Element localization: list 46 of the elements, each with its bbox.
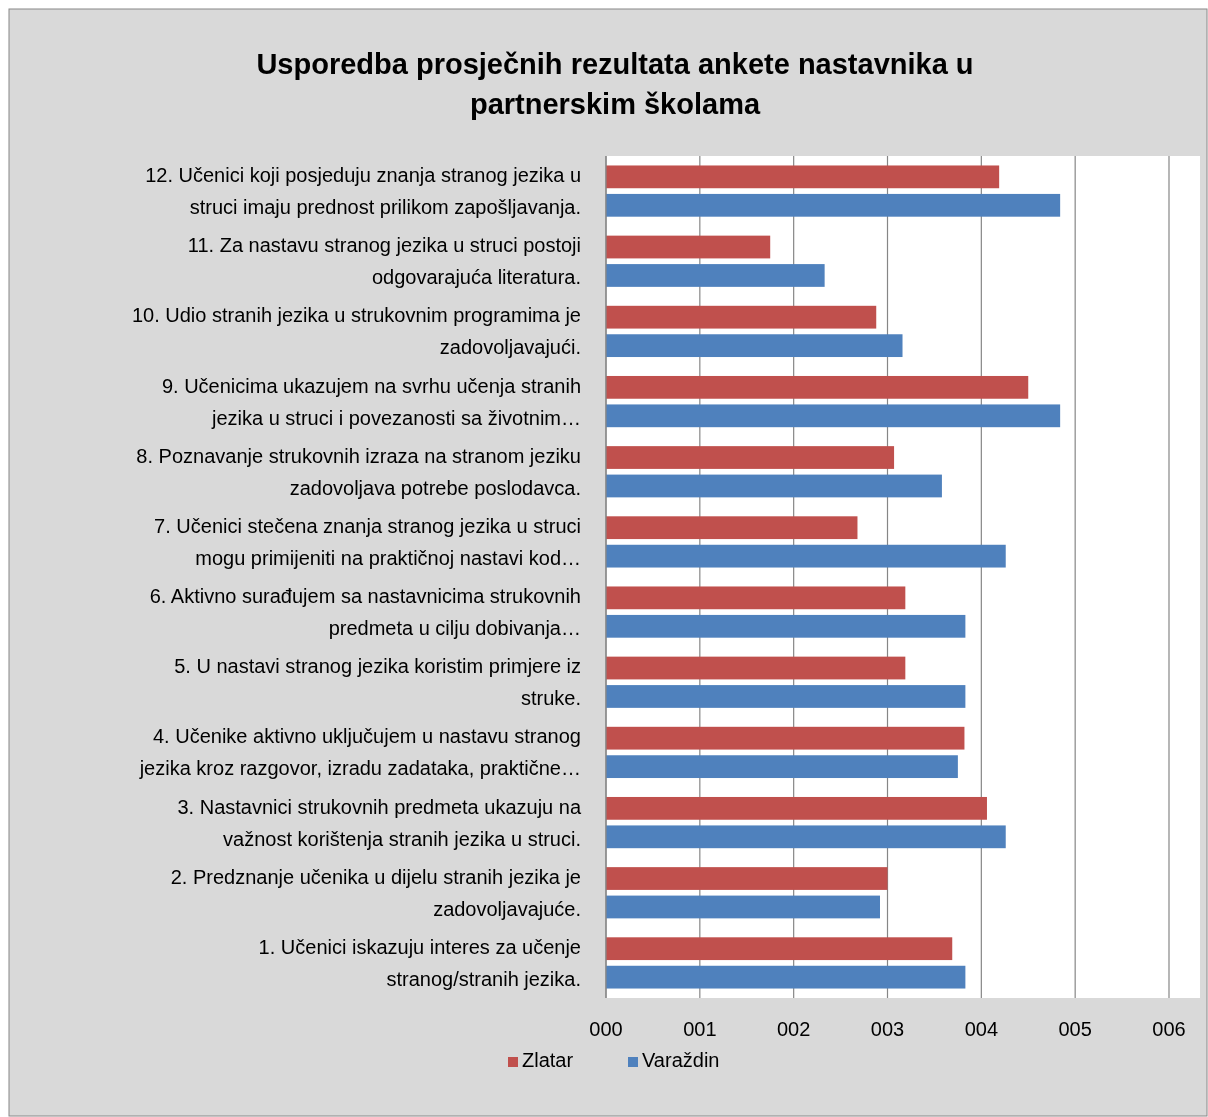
bar — [606, 895, 880, 919]
y-tick-label: 4. Učenike aktivno uključujem u nastavu stranog jezika kroz razgovor, izradu zadataka, praktične… — [138, 725, 581, 780]
bar — [606, 726, 965, 750]
bar — [606, 755, 958, 779]
x-tick-label: 004 — [964, 1018, 999, 1040]
bar — [606, 264, 825, 287]
y-tick-label: 8. Poznavanje strukovnih izraza na stranom jeziku zadovoljava potrebe poslodavca. — [136, 444, 581, 499]
bar — [606, 586, 906, 610]
legend-label: Zlatar — [522, 1049, 574, 1071]
y-tick-label: 2. Predznanje učenika u dijelu stranih jezika je zadovoljavajuće. — [170, 865, 581, 920]
bar — [606, 474, 942, 498]
legend-label: Varaždin — [642, 1049, 720, 1071]
y-tick-label: 11. Za nastavu stranog jezika u struci postoji odgovarajuća literatura. — [187, 234, 581, 289]
bar — [606, 235, 771, 259]
bar — [606, 165, 1000, 189]
bar — [606, 193, 1061, 217]
y-tick-label: 3. Nastavnici strukovnih predmeta ukazuju na važnost korištenja stranih jezika u struci. — [177, 795, 582, 850]
bar — [606, 544, 1006, 568]
x-tick-label: 000 — [589, 1018, 623, 1040]
bar — [606, 516, 858, 540]
bar — [606, 305, 877, 329]
x-tick-label: 002 — [776, 1018, 811, 1040]
bar — [606, 375, 1029, 399]
chart-title: Usporedba prosječnih rezultata ankete nastavnika u partnerskim školama — [256, 48, 974, 120]
x-tick-label: 003 — [870, 1018, 905, 1040]
bar — [606, 685, 966, 708]
bar — [606, 796, 987, 820]
y-tick-label: 12. Učenici koji posjeduju znanja stranog jezika u struci imaju prednost prilikom zapošljavanja. — [145, 164, 581, 219]
bar — [606, 334, 903, 358]
y-tick-label: 7. Učenici stečena znanja stranog jezika u struci mogu primijeniti na praktičnoj nastavi kod… — [154, 514, 581, 569]
y-tick-label: 6. Aktivno surađujem sa nastavnicima strukovnih predmeta u cilju dobivanja… — [149, 585, 581, 640]
y-tick-label: 5. U nastavi stranog jezika koristim primjere iz struke. — [174, 655, 581, 710]
bar — [606, 614, 966, 638]
y-tick-label: 9. Učenicima ukazujem na svrhu učenja stranih jezika u struci i povezanosti sa životnim… — [161, 374, 581, 429]
y-tick-label: 10. Udio stranih jezika u strukovnim programima je zadovoljavajući. — [131, 304, 581, 359]
bar — [606, 656, 906, 680]
bar — [606, 937, 953, 961]
x-tick-label: 005 — [1058, 1018, 1092, 1040]
x-tick-label: 001 — [683, 1018, 717, 1040]
bar — [606, 404, 1061, 428]
y-tick-label: 1. Učenici iskazuju interes za učenje stranog/stranih jezika. — [258, 935, 581, 990]
bar — [606, 965, 966, 989]
bar — [606, 867, 888, 890]
bar — [606, 446, 895, 469]
x-tick-label: 006 — [1152, 1018, 1186, 1040]
bar — [606, 825, 1006, 849]
